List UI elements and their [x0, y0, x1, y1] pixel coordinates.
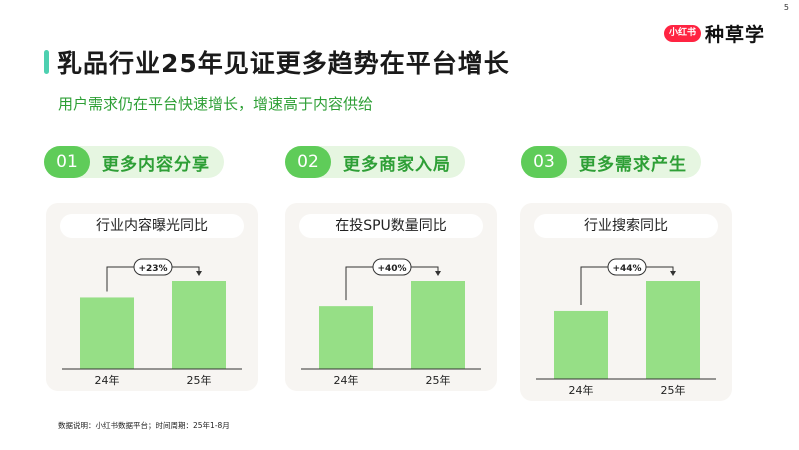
chart-title: 行业搜索同比 [534, 214, 718, 238]
x-tick-label: 24年 [569, 383, 594, 397]
section-pill-3: 03 更多需求产生 [521, 146, 701, 178]
growth-badge [607, 258, 647, 276]
bar-chart: 24年 25年 +40% [301, 258, 481, 387]
section-label: 更多需求产生 [579, 154, 687, 175]
section-pill-2: 02 更多商家入局 [285, 146, 465, 178]
growth-label: +44% [612, 264, 641, 274]
section-label: 更多商家入局 [343, 154, 451, 175]
bar [172, 281, 226, 369]
bar [646, 281, 700, 379]
chart-title: 在投SPU数量同比 [299, 214, 483, 238]
arrow-down-icon [670, 271, 676, 276]
bar-chart: 24年 25年 +23% [62, 258, 242, 387]
page-subtitle: 用户需求仍在平台快速增长，增速高于内容供给 [58, 95, 374, 113]
x-tick-label: 25年 [187, 373, 212, 387]
page-number: 5 [783, 3, 789, 12]
bar [80, 297, 134, 369]
section-number: 01 [44, 146, 90, 178]
growth-label: +40% [377, 264, 406, 274]
brand-badge: 小红书 [663, 25, 701, 42]
section-pill-1: 01 更多内容分享 [44, 146, 224, 178]
brand-name: 种草学 [704, 24, 765, 46]
section-number: 03 [521, 146, 567, 178]
growth-label: +23% [138, 264, 167, 274]
x-tick-label: 24年 [334, 373, 359, 387]
x-tick-label: 25年 [426, 373, 451, 387]
section-number: 02 [285, 146, 331, 178]
bar-chart: 24年 25年 +44% [536, 258, 716, 397]
bar [319, 306, 373, 369]
arrow-down-icon [196, 271, 202, 276]
chart-card-3: 24年 25年 +44% 行业搜索同比 [520, 203, 732, 401]
arrow-down-icon [435, 271, 441, 276]
section-label: 更多内容分享 [102, 154, 210, 175]
bar [411, 281, 465, 369]
title-accent-bar [44, 50, 49, 74]
chart-card-1: 24年 25年 +23% 行业内容曝光同比 [46, 203, 258, 391]
page-title: 乳品行业25年见证更多趋势在平台增长 [57, 49, 510, 78]
chart-title: 行业内容曝光同比 [60, 214, 244, 238]
footnote: 数据说明：小红书数据平台；时间周期：25年1-8月 [58, 421, 230, 430]
brand-logo: 小红书 种草学 [663, 20, 765, 47]
growth-badge [372, 258, 412, 276]
chart-card-2: 24年 25年 +40% 在投SPU数量同比 [285, 203, 497, 391]
bar [554, 310, 608, 379]
growth-badge [133, 258, 173, 276]
x-tick-label: 25年 [661, 383, 686, 397]
x-tick-label: 24年 [95, 373, 120, 387]
